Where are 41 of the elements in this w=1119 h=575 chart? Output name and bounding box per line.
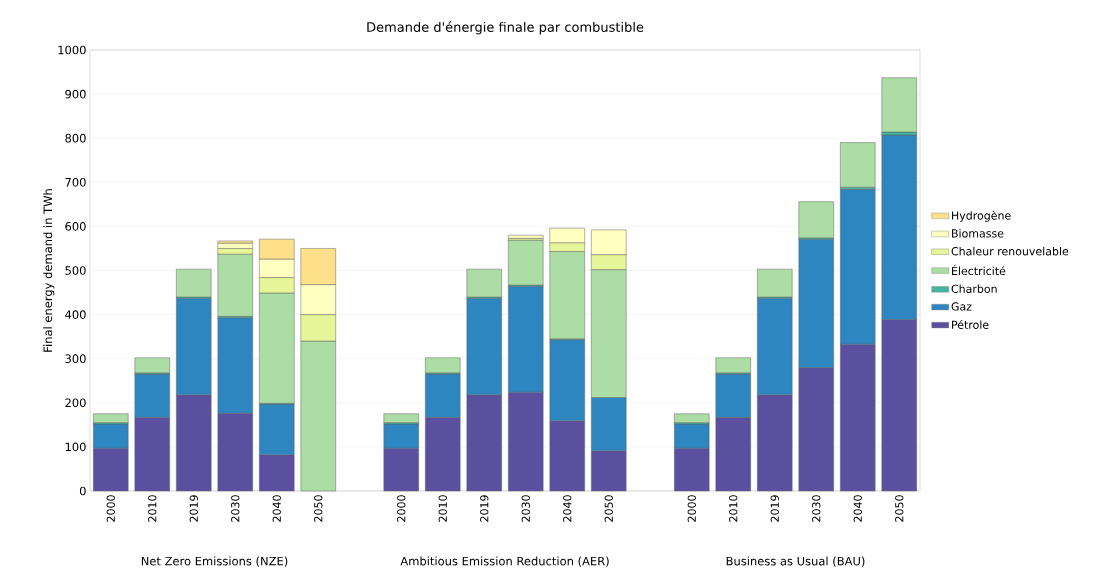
y-tick-label: 300 <box>65 354 86 364</box>
x-tick-label: 2010 <box>148 495 157 522</box>
text: Ambitious Emission Reduction (AER) <box>400 556 609 567</box>
x-tick-label: 2019 <box>480 495 489 522</box>
x-tick-label: 2050 <box>604 495 613 522</box>
x-tick-label: 2030 <box>231 495 240 522</box>
x-tick-label: 2040 <box>563 495 572 522</box>
legend-label: Électricité <box>952 264 1006 276</box>
x-tick-label: 2010 <box>438 495 447 522</box>
y-tick-label: 500 <box>65 266 86 275</box>
y-tick-label: 0 <box>79 486 86 496</box>
x-tick-label: 2030 <box>812 495 821 522</box>
y-tick-label: 900 <box>65 89 86 99</box>
x-tick-label: 2040 <box>272 495 281 522</box>
x-tick-label: 2030 <box>521 495 530 522</box>
text: Net Zero Emissions (NZE) <box>141 556 288 567</box>
legend-label: Hydrogène <box>952 210 1011 222</box>
x-tick-label: 2010 <box>729 495 738 522</box>
x-tick-label: 2019 <box>189 495 198 522</box>
legend-label: Chaleur renouvelable <box>951 246 1069 256</box>
x-tick-label: 2019 <box>770 495 779 522</box>
y-tick-label: 200 <box>65 398 86 408</box>
x-tick-label: 2000 <box>397 495 406 522</box>
y-tick-label: 1000 <box>58 45 86 55</box>
x-tick-label: 2040 <box>853 495 862 522</box>
y-tick-label: 100 <box>65 442 86 452</box>
y-tick-label: 600 <box>65 222 86 231</box>
text: Business as Usual (BAU) <box>726 556 865 567</box>
y-axis-title: Final energy demand in TWh <box>43 189 55 352</box>
x-tick-label: 2050 <box>895 495 904 522</box>
y-tick-label: 400 <box>65 310 86 319</box>
legend-label: Gaz <box>951 302 972 311</box>
chart-title: Demande d'énergie finale par combustible <box>367 21 644 35</box>
y-tick-label: 700 <box>65 177 86 187</box>
legend-label: Charbon <box>951 284 997 293</box>
legend-label: Pétrole <box>952 319 989 329</box>
y-tick-label: 800 <box>65 133 86 143</box>
x-tick-label: 2000 <box>687 495 696 522</box>
x-tick-label: 2050 <box>314 495 323 522</box>
x-tick-label: 2000 <box>106 495 115 522</box>
legend-label: Biomasse <box>952 229 1004 238</box>
